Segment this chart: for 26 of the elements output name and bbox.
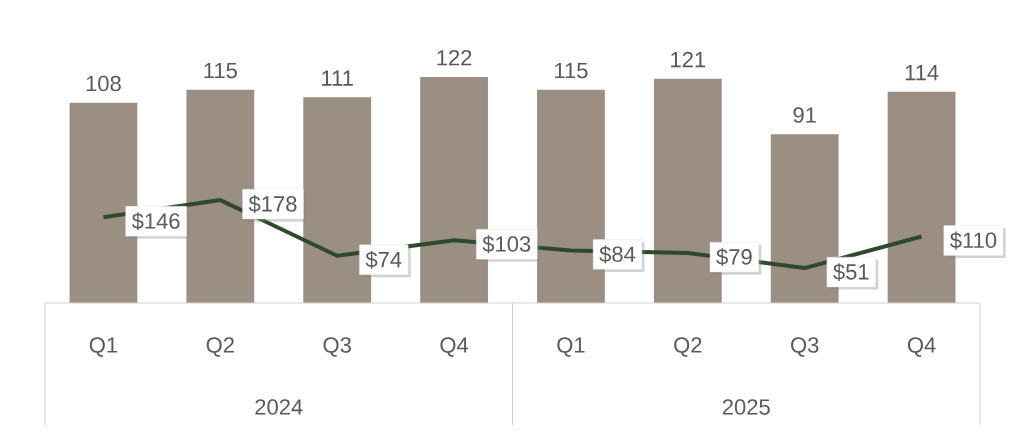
x-tick-label: Q1 [557, 337, 585, 357]
data-label: 91 [793, 107, 816, 123]
data-label: 114 [905, 65, 939, 81]
x-tick-label: Q4 [907, 337, 936, 357]
data-label: 121 [671, 51, 706, 68]
x-tick-label: Q3 [323, 337, 351, 357]
x-tick-label: Q1 [89, 337, 118, 357]
data-label: $84 [599, 245, 636, 264]
x-tick-label: Q3 [791, 337, 819, 357]
data-label: 122 [437, 49, 472, 66]
data-label: $51 [833, 263, 869, 281]
text: 2025 [722, 399, 770, 415]
data-label: 115 [555, 62, 588, 79]
data-label: $110 [950, 231, 997, 250]
data-label: $79 [716, 248, 752, 266]
data-label: 115 [204, 62, 237, 79]
data-label: 108 [86, 75, 121, 92]
data-label: $103 [482, 235, 531, 254]
data-label: $178 [248, 195, 297, 213]
data-label: $74 [365, 250, 402, 269]
x-tick-label: Q2 [206, 337, 234, 357]
x-tick-label: Q4 [440, 337, 469, 357]
data-label: 111 [322, 70, 353, 86]
data-label: $146 [131, 212, 180, 231]
x-tick-label: Q2 [674, 337, 702, 357]
text: 2024 [255, 399, 303, 415]
